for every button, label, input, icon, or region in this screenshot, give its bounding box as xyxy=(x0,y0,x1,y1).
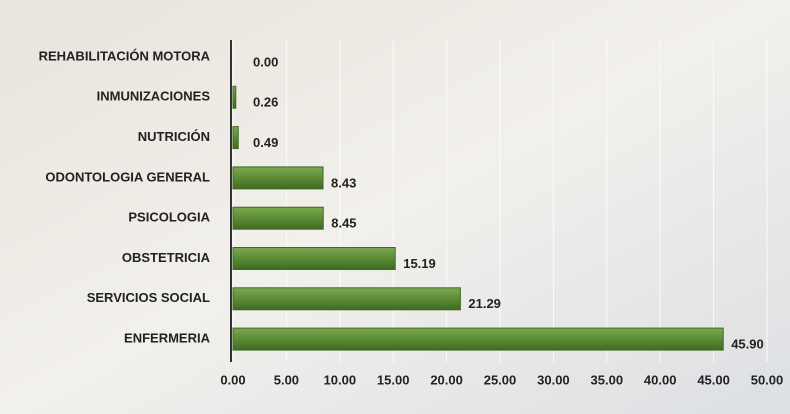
data-label: 0.49 xyxy=(253,135,278,150)
data-label: 8.43 xyxy=(331,175,356,190)
x-tick-label: 20.00 xyxy=(430,372,463,387)
y-tick-label: NUTRICIÓN xyxy=(138,129,210,144)
bar xyxy=(232,166,324,190)
x-tick-label: 15.00 xyxy=(377,372,410,387)
data-label: 15.19 xyxy=(403,256,436,271)
data-label: 0.26 xyxy=(253,95,278,110)
y-tick-label: SERVICIOS SOCIAL xyxy=(87,290,210,305)
x-tick-label: 40.00 xyxy=(644,372,677,387)
bar xyxy=(232,85,237,109)
x-tick-label: 30.00 xyxy=(537,372,570,387)
x-tick-label: 10.00 xyxy=(324,372,357,387)
bar xyxy=(232,247,396,270)
x-tick-label: 5.00 xyxy=(274,372,299,387)
data-label: 45.90 xyxy=(731,337,764,352)
x-tick-label: 0.00 xyxy=(220,372,245,387)
y-tick-label: ENFERMERIA xyxy=(124,331,211,346)
bar xyxy=(232,287,461,311)
data-label: 0.00 xyxy=(253,54,278,69)
bar xyxy=(232,327,724,351)
x-tick-label: 50.00 xyxy=(751,372,784,387)
y-tick-label: INMUNIZACIONES xyxy=(97,89,211,104)
y-tick-label: ODONTOLOGIA GENERAL xyxy=(45,169,210,184)
x-tick-label: 25.00 xyxy=(484,372,517,387)
x-tick-label: 45.00 xyxy=(697,372,730,387)
y-tick-label: REHABILITACIÓN MOTORA xyxy=(39,48,211,63)
data-label: 21.29 xyxy=(468,296,501,311)
y-tick-label: OBSTETRICIA xyxy=(122,250,211,265)
bar xyxy=(232,206,324,230)
y-tick-label: PSICOLOGIA xyxy=(128,210,210,225)
data-label: 8.45 xyxy=(331,216,356,231)
x-tick-label: 35.00 xyxy=(591,372,624,387)
bar xyxy=(232,126,239,150)
